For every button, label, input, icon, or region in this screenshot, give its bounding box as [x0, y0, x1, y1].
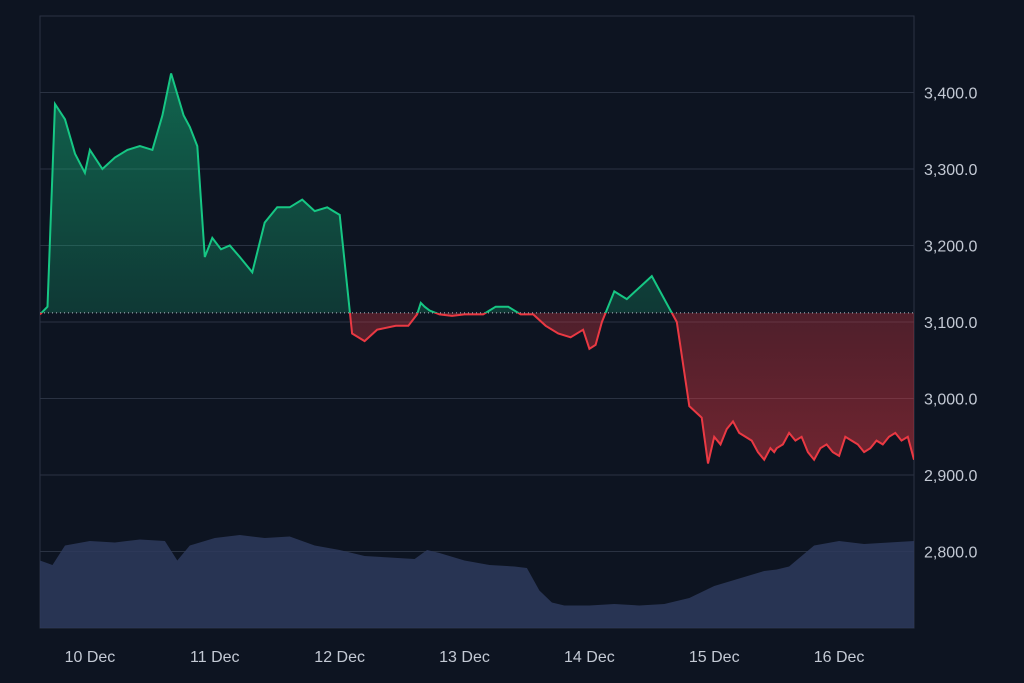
price-area — [40, 73, 914, 464]
y-tick-label: 3,400.0 — [924, 86, 977, 103]
line-below-baseline[interactable] — [40, 73, 914, 464]
y-tick-label: 3,300.0 — [924, 162, 977, 179]
area-above-baseline — [40, 73, 914, 313]
y-tick-label: 3,200.0 — [924, 239, 977, 256]
y-axis: 3,400.0 3,300.0 3,200.0 3,100.0 3,000.0 2,900… — [924, 86, 977, 562]
y-tick-label: 2,800.0 — [924, 545, 977, 562]
x-axis: 10 Dec 11 Dec 12 Dec 13 Dec 14 Dec 15 Dec 16 D… — [65, 649, 865, 666]
x-tick-label: 15 Dec — [689, 649, 740, 666]
y-tick-label: 3,000.0 — [924, 392, 977, 409]
x-tick-label: 11 Dec — [190, 649, 240, 666]
volume-area — [40, 535, 914, 628]
x-tick-label: 16 Dec — [814, 649, 865, 666]
y-tick-label: 3,100.0 — [924, 315, 977, 332]
line-above-baseline[interactable] — [40, 73, 914, 463]
area-below-baseline — [40, 312, 914, 464]
x-tick-label: 12 Dec — [314, 649, 365, 666]
x-tick-label: 10 Dec — [65, 649, 116, 666]
y-tick-label: 2,900.0 — [924, 468, 977, 485]
volume-bars — [40, 535, 914, 628]
x-tick-label: 14 Dec — [564, 649, 615, 666]
price-line[interactable] — [40, 73, 914, 464]
x-tick-label: 13 Dec — [439, 649, 490, 666]
